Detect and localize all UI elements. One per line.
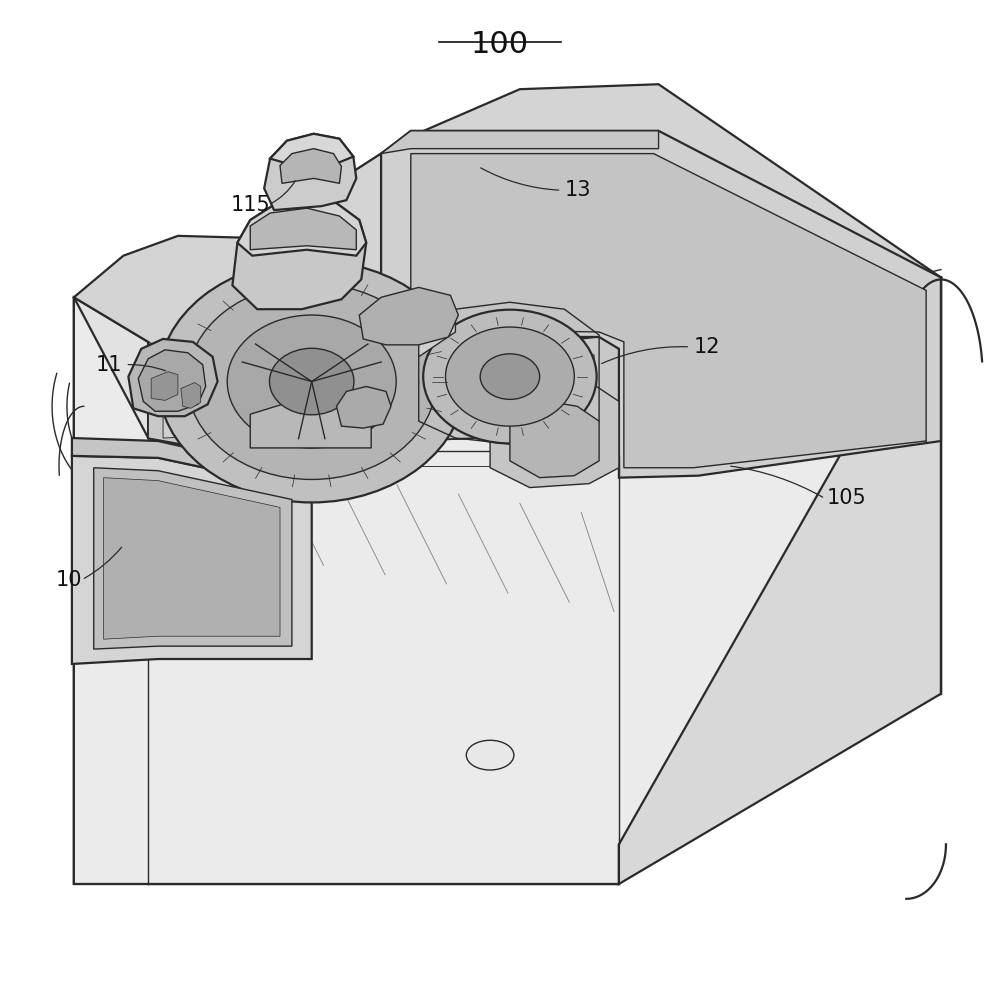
Polygon shape: [232, 198, 366, 309]
Polygon shape: [148, 337, 619, 448]
Polygon shape: [72, 456, 312, 664]
Polygon shape: [270, 134, 353, 164]
Ellipse shape: [423, 309, 597, 444]
Polygon shape: [411, 154, 926, 468]
Ellipse shape: [158, 261, 465, 502]
Polygon shape: [104, 478, 280, 639]
Polygon shape: [280, 149, 341, 183]
Polygon shape: [250, 208, 356, 250]
Polygon shape: [74, 297, 148, 884]
Text: 10: 10: [56, 570, 83, 590]
Ellipse shape: [480, 354, 540, 399]
Polygon shape: [94, 468, 292, 649]
Polygon shape: [74, 277, 941, 884]
Polygon shape: [490, 377, 619, 488]
Polygon shape: [74, 84, 941, 448]
Polygon shape: [264, 134, 356, 210]
Polygon shape: [336, 386, 391, 428]
Polygon shape: [163, 391, 599, 438]
Ellipse shape: [445, 327, 574, 426]
Text: 13: 13: [564, 180, 591, 200]
Polygon shape: [138, 350, 206, 411]
Ellipse shape: [466, 740, 514, 770]
Text: 11: 11: [96, 355, 122, 375]
Polygon shape: [250, 401, 371, 448]
Text: 100: 100: [471, 30, 529, 58]
Polygon shape: [72, 438, 312, 491]
Polygon shape: [419, 309, 455, 357]
Ellipse shape: [187, 283, 436, 480]
Polygon shape: [173, 355, 594, 426]
Polygon shape: [381, 131, 941, 478]
Ellipse shape: [269, 348, 354, 415]
Polygon shape: [237, 198, 366, 256]
Polygon shape: [151, 372, 178, 400]
Ellipse shape: [227, 315, 396, 448]
Polygon shape: [128, 339, 218, 416]
Polygon shape: [181, 383, 201, 408]
Text: 115: 115: [230, 195, 270, 215]
Polygon shape: [359, 287, 458, 345]
Polygon shape: [619, 277, 941, 884]
Text: 105: 105: [827, 489, 867, 508]
Text: 12: 12: [693, 337, 720, 357]
Polygon shape: [381, 131, 659, 154]
Polygon shape: [510, 401, 599, 478]
